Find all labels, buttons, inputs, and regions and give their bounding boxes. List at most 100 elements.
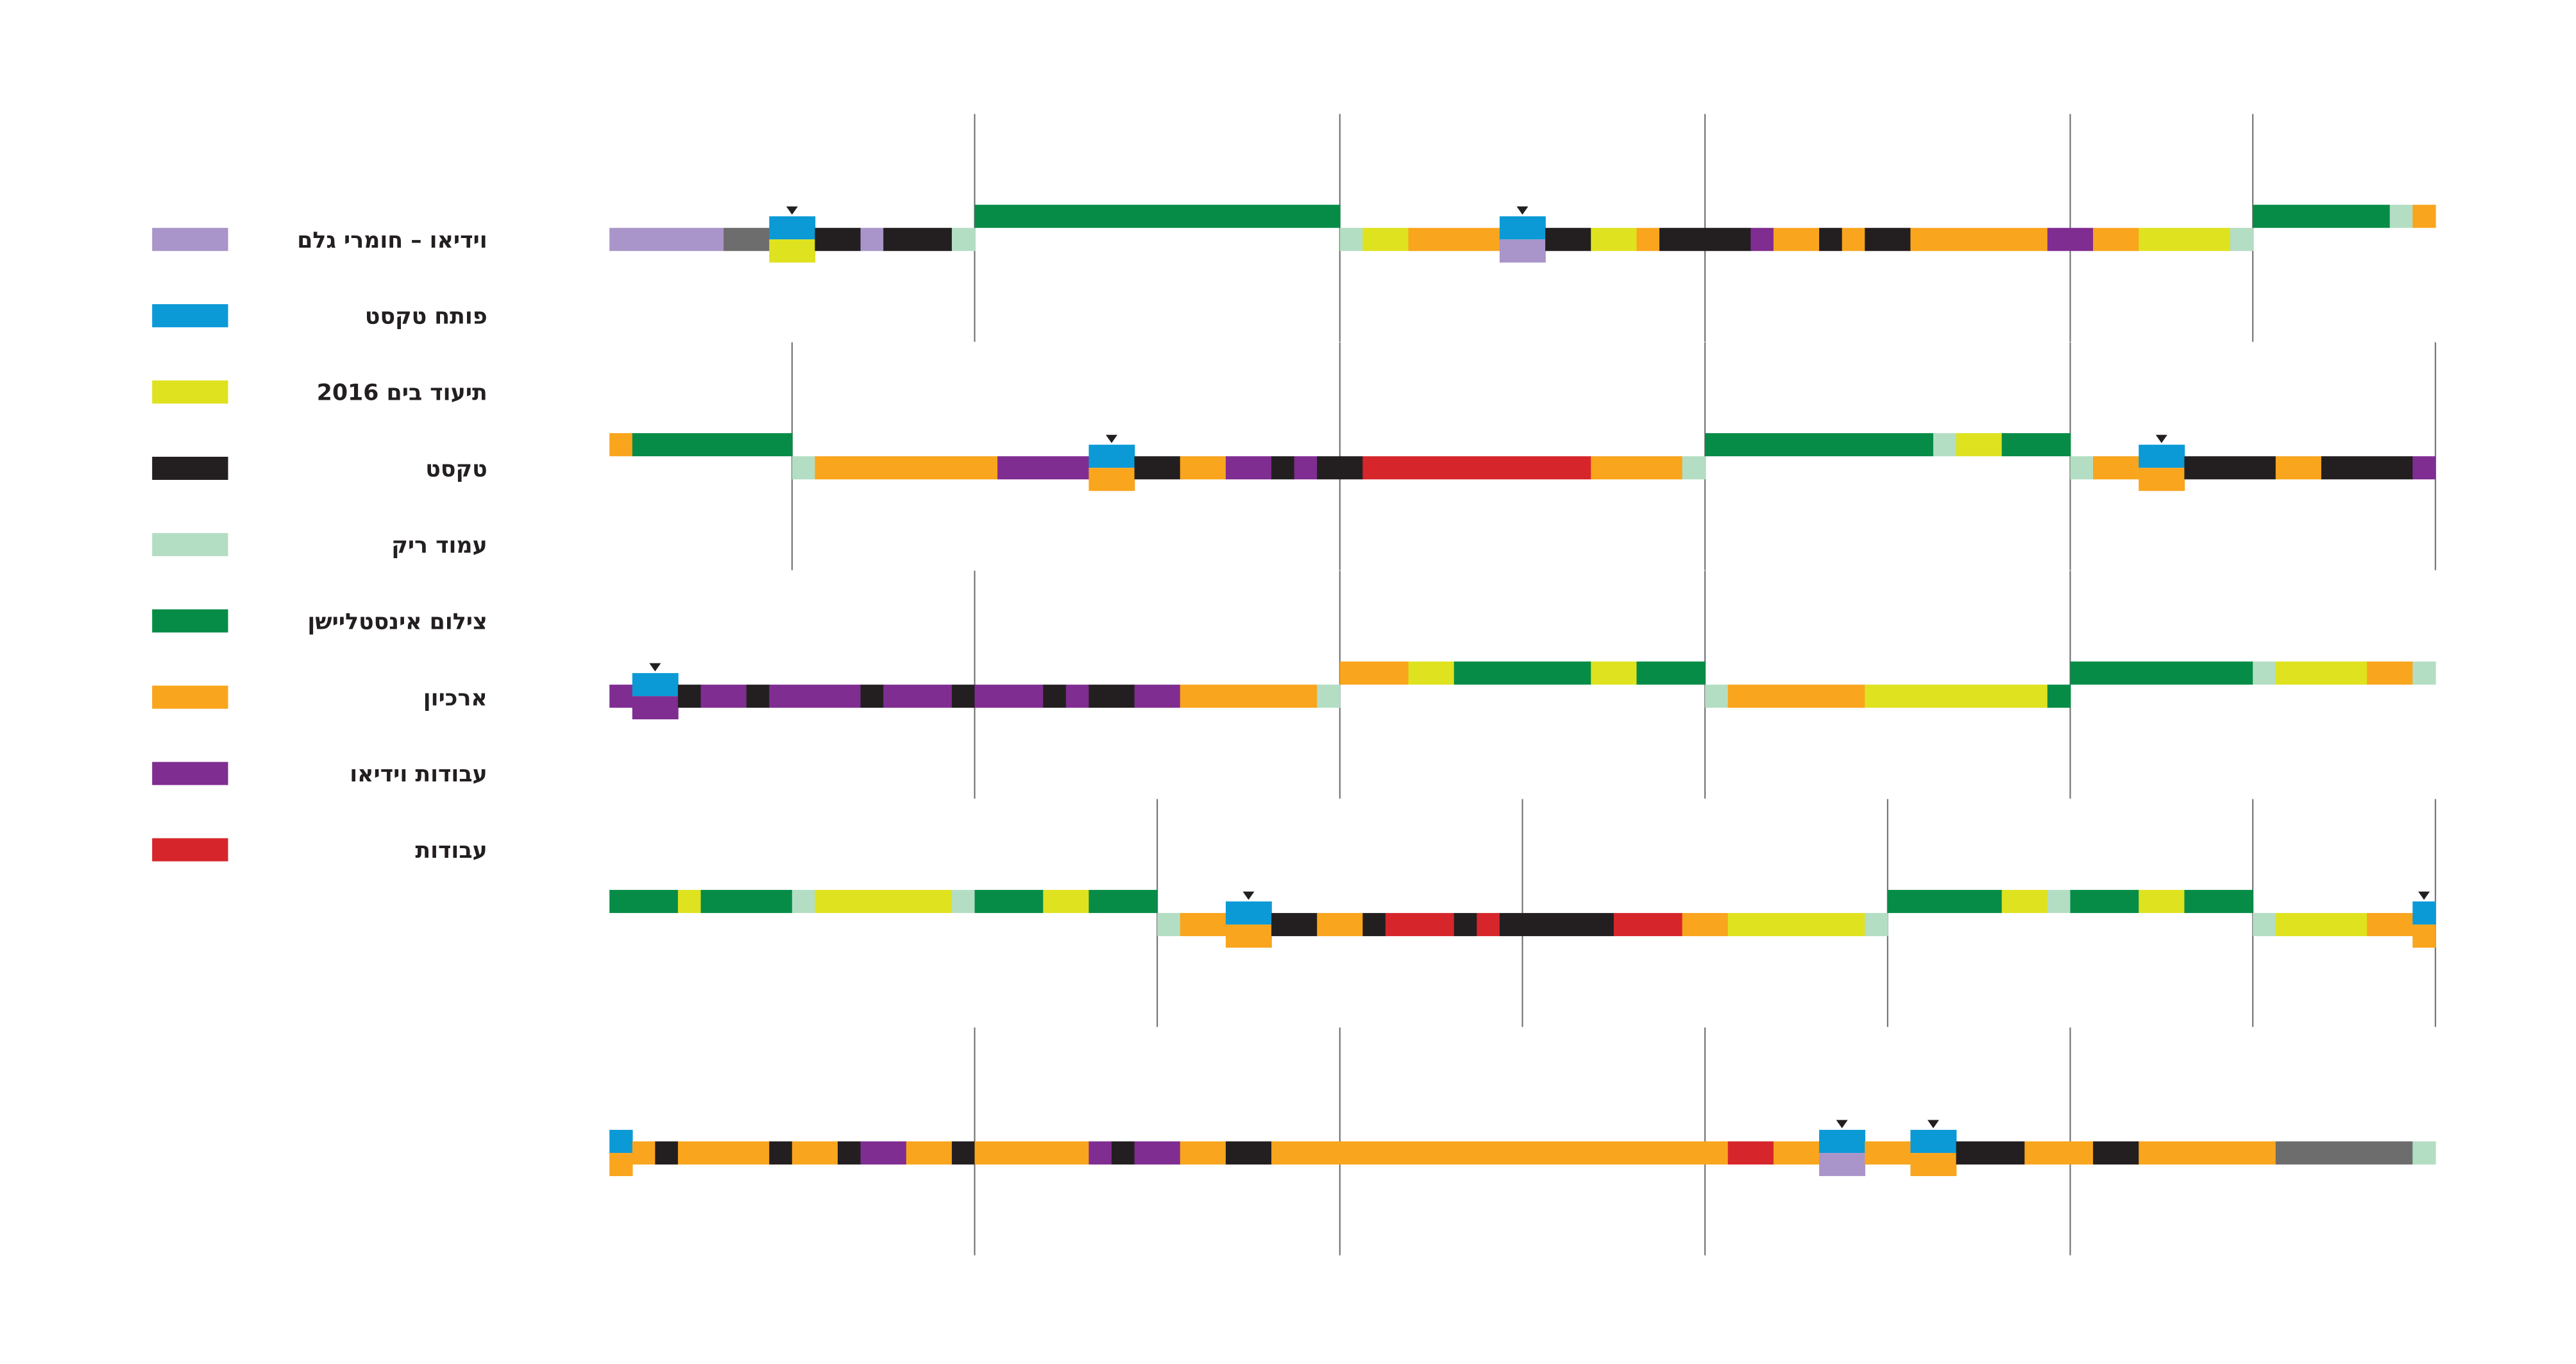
segment [1727,1141,1774,1165]
segment [974,890,1044,914]
segment [2275,456,2322,480]
segment [1408,661,1455,685]
segment [1362,913,1386,937]
segment [1636,661,1706,685]
segment [2001,890,2048,914]
segment [2321,456,2414,480]
segment [1499,239,1546,263]
segment [2253,661,2276,685]
segment [1705,685,1729,708]
segment-opener [1910,1130,1957,1154]
segment [951,1141,976,1165]
segment [1271,1141,1729,1165]
segment [2139,468,2185,491]
marker [2418,891,2430,900]
legend-swatch [152,609,228,633]
segment-opener [609,1130,633,1154]
segment [700,890,793,914]
segment [1773,228,1820,251]
marker [1927,1120,1939,1129]
legend-swatch [152,228,228,251]
segment [1477,913,1500,937]
legend-label: תיעוד בים 2016 [317,380,487,406]
segment [1865,228,1911,251]
segment [1887,890,2003,914]
segment [1134,685,1181,708]
segment-opener [632,673,679,697]
segment [1613,913,1683,937]
legend-label: עבודות וידיאו [350,762,487,787]
segment [1339,661,1409,685]
segment [1453,913,1478,937]
segment [1591,228,1638,251]
segment [2367,913,2414,937]
segment [1545,228,1592,251]
segment [1225,1141,1272,1165]
segment [2412,925,2436,948]
segment [1089,1141,1112,1165]
segment [2047,890,2071,914]
segment [2412,456,2436,480]
segment [951,228,976,251]
segment [632,433,793,457]
legend-swatch [152,304,228,328]
segment [2139,1141,2276,1165]
legend-swatch [152,838,228,862]
segment [769,685,861,708]
segment-opener [2412,901,2436,925]
segment [2093,1141,2140,1165]
segment [860,228,884,251]
segment [792,456,816,480]
segment [1134,456,1181,480]
segment [2070,661,2253,685]
marker [1516,206,1529,215]
marker [649,663,661,672]
segment [1750,228,1774,251]
legend-swatch [152,685,228,709]
segment [2230,228,2253,251]
segment [2139,890,2185,914]
segment [1682,456,1706,480]
marker [1836,1120,1848,1129]
segment [1933,433,1957,457]
segment [746,685,770,708]
segment [1842,228,1866,251]
segment [1727,685,1866,708]
segment [974,1141,1090,1165]
segment [974,205,1341,228]
legend-label: פותח טקסט [365,304,487,330]
segment [1225,456,1272,480]
segment [655,1141,679,1165]
segment [1111,1141,1135,1165]
segment [2024,1141,2094,1165]
segment [1043,890,1090,914]
segment [609,890,679,914]
segment [677,890,702,914]
segment [2389,205,2414,228]
segment [700,685,747,708]
segment [2093,228,2140,251]
segment [1659,228,1752,251]
segment [1271,456,1295,480]
segment [815,890,953,914]
segment [2070,456,2094,480]
segment [2275,913,2368,937]
segment [677,685,702,708]
segment-opener [769,216,816,240]
segment [792,1141,838,1165]
segment [974,685,1044,708]
segment [906,1141,953,1165]
segment [2275,661,2368,685]
marker [2155,434,2167,443]
segment [1180,456,1226,480]
segment [1089,468,1135,491]
segment [2093,456,2140,480]
legend-swatch [152,533,228,556]
segment [1089,890,1158,914]
segment [2253,913,2276,937]
segment [997,456,1090,480]
segment [2139,228,2231,251]
segment-opener [1225,901,1272,925]
segment [860,1141,907,1165]
segment [1157,913,1181,937]
